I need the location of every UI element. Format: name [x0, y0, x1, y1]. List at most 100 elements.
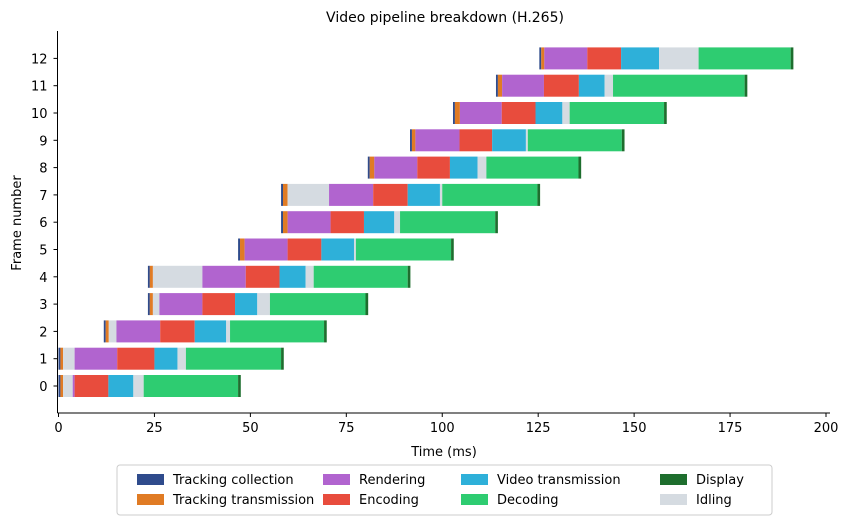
bar-segment-frame-7-0: [281, 183, 283, 206]
bar-segment-frame-11-7: [744, 74, 748, 97]
bar-segment-frame-7-8: [537, 183, 541, 206]
y-tick-label-10: 10: [31, 107, 48, 122]
bar-segment-frame-2-4: [160, 320, 195, 343]
bar-segment-frame-2-7: [230, 320, 325, 343]
chart-title: Video pipeline breakdown (H.265): [326, 10, 564, 26]
y-tick-label-12: 12: [31, 52, 48, 67]
legend-label-2: Rendering: [359, 473, 425, 488]
y-tick-label-4: 4: [39, 271, 47, 286]
legend-swatch-1: [137, 494, 164, 505]
y-tick-label-0: 0: [39, 380, 47, 395]
bar-segment-frame-2-2: [108, 320, 117, 343]
bar-segment-frame-1-0: [58, 347, 61, 370]
y-tick-label-8: 8: [39, 162, 47, 177]
bar-segment-frame-12-4: [621, 47, 660, 70]
bar-segment-frame-4-6: [305, 265, 314, 288]
x-tick-label-100: 100: [430, 421, 455, 436]
bar-segment-frame-8-4: [449, 156, 478, 179]
bar-segment-frame-4-2: [152, 265, 203, 288]
legend: Tracking collection Tracking transmission…: [116, 464, 773, 516]
bar-segment-frame-11-6: [613, 74, 745, 97]
x-tick-label-125: 125: [526, 421, 551, 436]
bar-segment-frame-0-2: [63, 375, 73, 397]
bar-segment-frame-7-4: [373, 183, 408, 206]
bar-segment-frame-6-2: [287, 211, 331, 234]
bar-segment-frame-3-1: [149, 293, 153, 316]
bar-segment-frame-3-7: [269, 293, 366, 316]
bar-segment-frame-8-5: [477, 156, 487, 179]
bar-segment-frame-0-8: [238, 375, 241, 397]
bar-segment-frame-4-3: [202, 265, 246, 288]
bar-segment-frame-7-5: [407, 183, 440, 206]
bars-layer: [58, 47, 794, 397]
legend-frame: [116, 464, 773, 516]
bar-segment-frame-7-2: [287, 183, 330, 206]
bar-segment-frame-9-3: [459, 129, 493, 152]
bar-segment-frame-11-2: [502, 74, 544, 97]
bar-segment-frame-12-1: [541, 47, 545, 70]
x-tick-label-25: 25: [146, 421, 163, 436]
bar-segment-frame-11-1: [497, 74, 503, 97]
bar-segment-frame-5-1: [240, 238, 245, 261]
bar-segment-frame-9-5: [525, 129, 528, 152]
bar-segment-frame-12-5: [659, 47, 699, 70]
bar-segment-frame-5-2: [244, 238, 288, 261]
bar-segment-frame-1-7: [185, 347, 282, 370]
legend-label-5: Decoding: [497, 493, 558, 508]
bar-segment-frame-5-6: [355, 238, 452, 261]
bar-segment-frame-3-5: [235, 293, 258, 316]
bar-segment-frame-2-3: [116, 320, 161, 343]
bar-segment-frame-9-0: [410, 129, 412, 152]
bar-segment-frame-7-1: [282, 183, 288, 206]
bar-segment-frame-4-5: [279, 265, 306, 288]
bar-segment-frame-6-7: [495, 211, 498, 234]
legend-swatch-5: [461, 494, 488, 505]
bar-segment-frame-3-6: [257, 293, 270, 316]
bar-segment-frame-0-6: [133, 375, 144, 397]
x-tick-label-175: 175: [718, 421, 743, 436]
legend-label-6: Display: [696, 473, 744, 488]
bar-segment-frame-2-8: [324, 320, 327, 343]
bar-segment-frame-0-5: [108, 375, 134, 397]
bar-segment-frame-8-2: [374, 156, 418, 179]
bar-segment-frame-12-0: [539, 47, 542, 70]
bar-segment-frame-5-3: [287, 238, 322, 261]
legend-swatch-0: [137, 474, 164, 485]
bar-segment-frame-10-6: [569, 102, 665, 124]
bar-segment-frame-6-5: [394, 211, 401, 234]
bar-segment-frame-4-8: [407, 265, 411, 288]
legend-swatch-4: [461, 474, 488, 485]
bar-segment-frame-5-0: [238, 238, 241, 261]
bar-segment-frame-2-1: [105, 320, 109, 343]
bar-segment-frame-4-4: [245, 265, 280, 288]
legend-swatch-7: [660, 494, 687, 505]
bar-segment-frame-6-3: [330, 211, 364, 234]
legend-swatch-3: [323, 494, 350, 505]
bar-segment-frame-12-2: [544, 47, 588, 70]
bar-segment-frame-9-1: [411, 129, 416, 152]
bar-segment-frame-9-7: [621, 129, 625, 152]
y-tick-label-11: 11: [31, 80, 48, 95]
bar-segment-frame-10-2: [459, 102, 502, 124]
bar-segment-frame-3-8: [365, 293, 369, 316]
bar-segment-frame-4-7: [313, 265, 408, 288]
bar-segment-frame-1-4: [117, 347, 155, 370]
bar-segment-frame-10-5: [562, 102, 570, 124]
bar-segment-frame-0-0: [58, 375, 61, 397]
bar-segment-frame-8-1: [369, 156, 375, 179]
bar-segment-frame-10-0: [452, 102, 455, 124]
bar-segment-frame-5-5: [353, 238, 356, 261]
bar-segment-frame-10-1: [454, 102, 460, 124]
bar-segment-frame-0-7: [143, 375, 239, 397]
x-tick-label-50: 50: [242, 421, 259, 436]
bar-segment-frame-9-4: [492, 129, 526, 152]
bar-segment-frame-5-4: [321, 238, 354, 261]
bar-segment-frame-3-2: [152, 293, 160, 316]
bar-segment-frame-11-0: [495, 74, 498, 97]
bar-segment-frame-1-3: [74, 347, 118, 370]
bar-segment-frame-8-6: [486, 156, 579, 179]
legend-label-7: Idling: [696, 493, 732, 508]
